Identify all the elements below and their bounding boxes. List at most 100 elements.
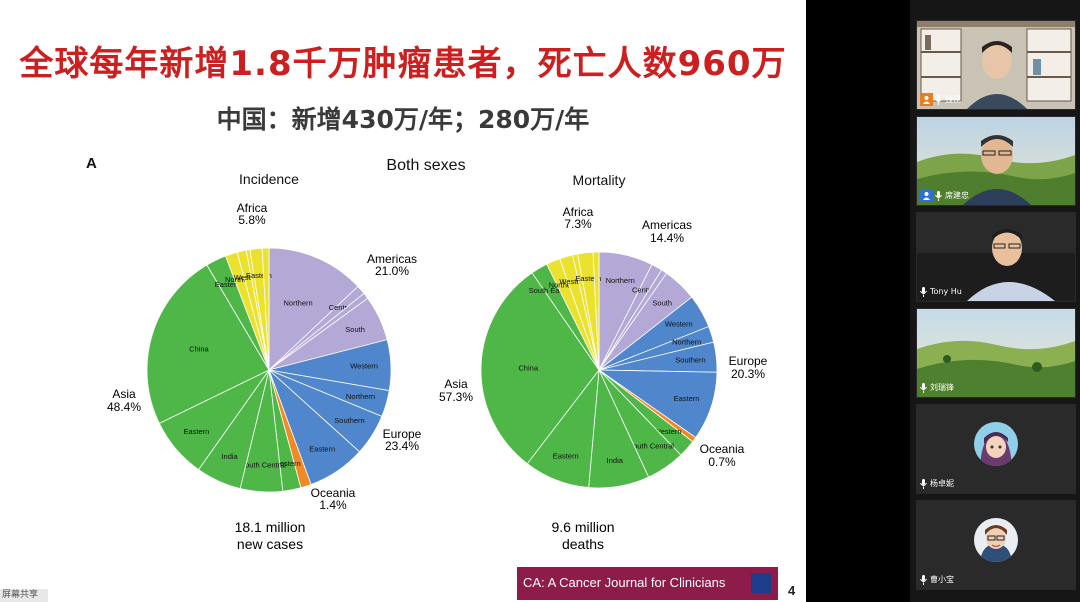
mortality-asia-value: 57.3% bbox=[439, 390, 473, 404]
participant-avatar bbox=[974, 518, 1018, 562]
presentation-slide: 全球每年新增1.8千万肿瘤患者，死亡人数960万 中国：新增430万/年；280… bbox=[0, 0, 806, 602]
slide-subtitle: 中国：新增430万/年；280万/年 bbox=[216, 105, 590, 134]
both-sexes-label: Both sexes bbox=[386, 157, 465, 174]
mortality-title: Mortality bbox=[573, 172, 626, 188]
participant-label: 席建忠 bbox=[920, 189, 969, 202]
participant-name: 刘瑞锋 bbox=[930, 383, 954, 392]
mortality-africa-label: Africa bbox=[563, 205, 594, 219]
participant-tile[interactable]: 席建忠 bbox=[916, 116, 1076, 206]
room-background bbox=[917, 213, 1075, 301]
mortality-asia-label: Asia bbox=[444, 377, 468, 391]
pie-slice-africa-southern bbox=[261, 247, 270, 371]
participant-label: 杨卓妮 bbox=[920, 477, 954, 490]
incidence-americas-label: Americas bbox=[367, 252, 417, 266]
pie-slice-asia-china bbox=[146, 264, 270, 424]
slice-label: Northern bbox=[672, 338, 701, 347]
participant-tile[interactable]: Tony Hu bbox=[916, 212, 1076, 302]
microphone-icon bbox=[935, 94, 942, 105]
page-number: 4 bbox=[788, 583, 796, 598]
slice-label: China bbox=[189, 344, 209, 353]
society-logo-icon bbox=[751, 573, 771, 593]
landscape-background bbox=[917, 309, 1075, 397]
slice-label: Northern bbox=[606, 276, 635, 285]
bookshelf-background bbox=[917, 21, 1075, 109]
incidence-asia-label: Asia bbox=[112, 387, 136, 401]
incidence-europe-value: 23.4% bbox=[385, 439, 419, 453]
mortality-oceania-label: Oceania bbox=[700, 442, 745, 456]
mortality-total-line1: 9.6 million bbox=[551, 519, 614, 535]
microphone-icon bbox=[920, 478, 927, 489]
slice-label: Western bbox=[665, 320, 693, 329]
slide-title: 全球每年新增1.8千万肿瘤患者，死亡人数960万 bbox=[19, 44, 787, 84]
participant-label: 钱昆 bbox=[920, 93, 961, 106]
mortality-africa-value: 7.3% bbox=[564, 217, 592, 231]
slice-label: South bbox=[345, 325, 365, 334]
participant-avatar bbox=[974, 422, 1018, 466]
incidence-oceania-label: Oceania bbox=[311, 486, 356, 500]
participant-name: 曹小宝 bbox=[930, 575, 954, 584]
journal-banner: CA: A Cancer Journal for Clinicians bbox=[517, 567, 778, 600]
slice-label: Northern bbox=[549, 281, 578, 290]
slice-label: India bbox=[221, 452, 238, 461]
slice-label: Northern bbox=[346, 392, 375, 401]
mortality-oceania-value: 0.7% bbox=[708, 455, 736, 469]
incidence-total-line2: new cases bbox=[237, 536, 303, 552]
cohost-icon bbox=[920, 189, 933, 202]
participant-name: 杨卓妮 bbox=[930, 479, 954, 488]
incidence-asia-value: 48.4% bbox=[107, 400, 141, 414]
panel-letter: A bbox=[86, 155, 97, 172]
journal-name: CA: A Cancer Journal for Clinicians bbox=[523, 575, 726, 590]
participant-name: 席建忠 bbox=[945, 191, 969, 200]
pie-chart-figure: A Both sexes Northern Central South Western… bbox=[86, 155, 768, 552]
participant-video-panel: 钱昆 席建忠 Tony Hu bbox=[910, 0, 1080, 602]
mortality-europe-value: 20.3% bbox=[731, 367, 765, 381]
slice-label: Central bbox=[329, 303, 354, 312]
participant-name: 钱昆 bbox=[945, 95, 961, 104]
participant-label: Tony Hu bbox=[920, 285, 962, 298]
slice-label: Eastern bbox=[553, 451, 579, 460]
participant-label: 曹小宝 bbox=[920, 573, 954, 586]
slice-label: Eastern bbox=[674, 394, 700, 403]
slice-label: Eastern bbox=[575, 274, 601, 283]
landscape-background bbox=[917, 117, 1075, 205]
mortality-total-line2: deaths bbox=[562, 536, 604, 552]
slice-label: South bbox=[652, 299, 672, 308]
slice-label: India bbox=[607, 456, 624, 465]
participant-tile[interactable]: 钱昆 bbox=[916, 20, 1076, 110]
slice-label: Southern bbox=[675, 355, 705, 364]
incidence-africa-label: Africa bbox=[237, 201, 268, 215]
slice-label: Northern bbox=[225, 275, 254, 284]
pie-slice-asia-china bbox=[480, 272, 600, 465]
microphone-icon bbox=[920, 574, 927, 585]
slice-label: China bbox=[518, 364, 538, 373]
slice-label: Western bbox=[234, 273, 262, 282]
slice-label: Western bbox=[273, 459, 301, 468]
participant-tile[interactable]: 曹小宝 bbox=[916, 500, 1076, 590]
slice-label: South Central bbox=[628, 442, 674, 451]
participant-name: Tony Hu bbox=[930, 287, 962, 296]
microphone-icon bbox=[935, 190, 942, 201]
mortality-americas-label: Americas bbox=[642, 218, 692, 232]
mortality-europe-label: Europe bbox=[729, 354, 768, 368]
slice-label: Southern bbox=[334, 416, 364, 425]
slice-label: Eastern bbox=[309, 444, 335, 453]
incidence-pie: NorthernCentralSouthWesternNorthernSouth… bbox=[146, 247, 392, 493]
slice-label: Eastern bbox=[246, 271, 272, 280]
incidence-africa-value: 5.8% bbox=[238, 213, 266, 227]
mortality-americas-value: 14.4% bbox=[650, 231, 684, 245]
participant-label: 刘瑞锋 bbox=[920, 381, 954, 394]
incidence-title: Incidence bbox=[239, 171, 299, 187]
slice-label: Northern bbox=[284, 298, 313, 307]
slice-label: South Eastern bbox=[529, 286, 577, 295]
mortality-pie: NorthernCentralSouthWesternNorthernSouth… bbox=[480, 251, 718, 489]
participant-tile[interactable]: 杨卓妮 bbox=[916, 404, 1076, 494]
slice-label: Eastern bbox=[215, 280, 241, 289]
panel-divider bbox=[806, 0, 910, 602]
slice-label: Western bbox=[350, 362, 378, 371]
microphone-icon bbox=[920, 382, 927, 393]
screen-share-label[interactable]: 屏幕共享 bbox=[0, 589, 48, 602]
slice-label: South Central bbox=[240, 461, 286, 470]
slice-label: Eastern bbox=[183, 427, 209, 436]
incidence-oceania-value: 1.4% bbox=[319, 498, 347, 512]
participant-tile[interactable]: 刘瑞锋 bbox=[916, 308, 1076, 398]
